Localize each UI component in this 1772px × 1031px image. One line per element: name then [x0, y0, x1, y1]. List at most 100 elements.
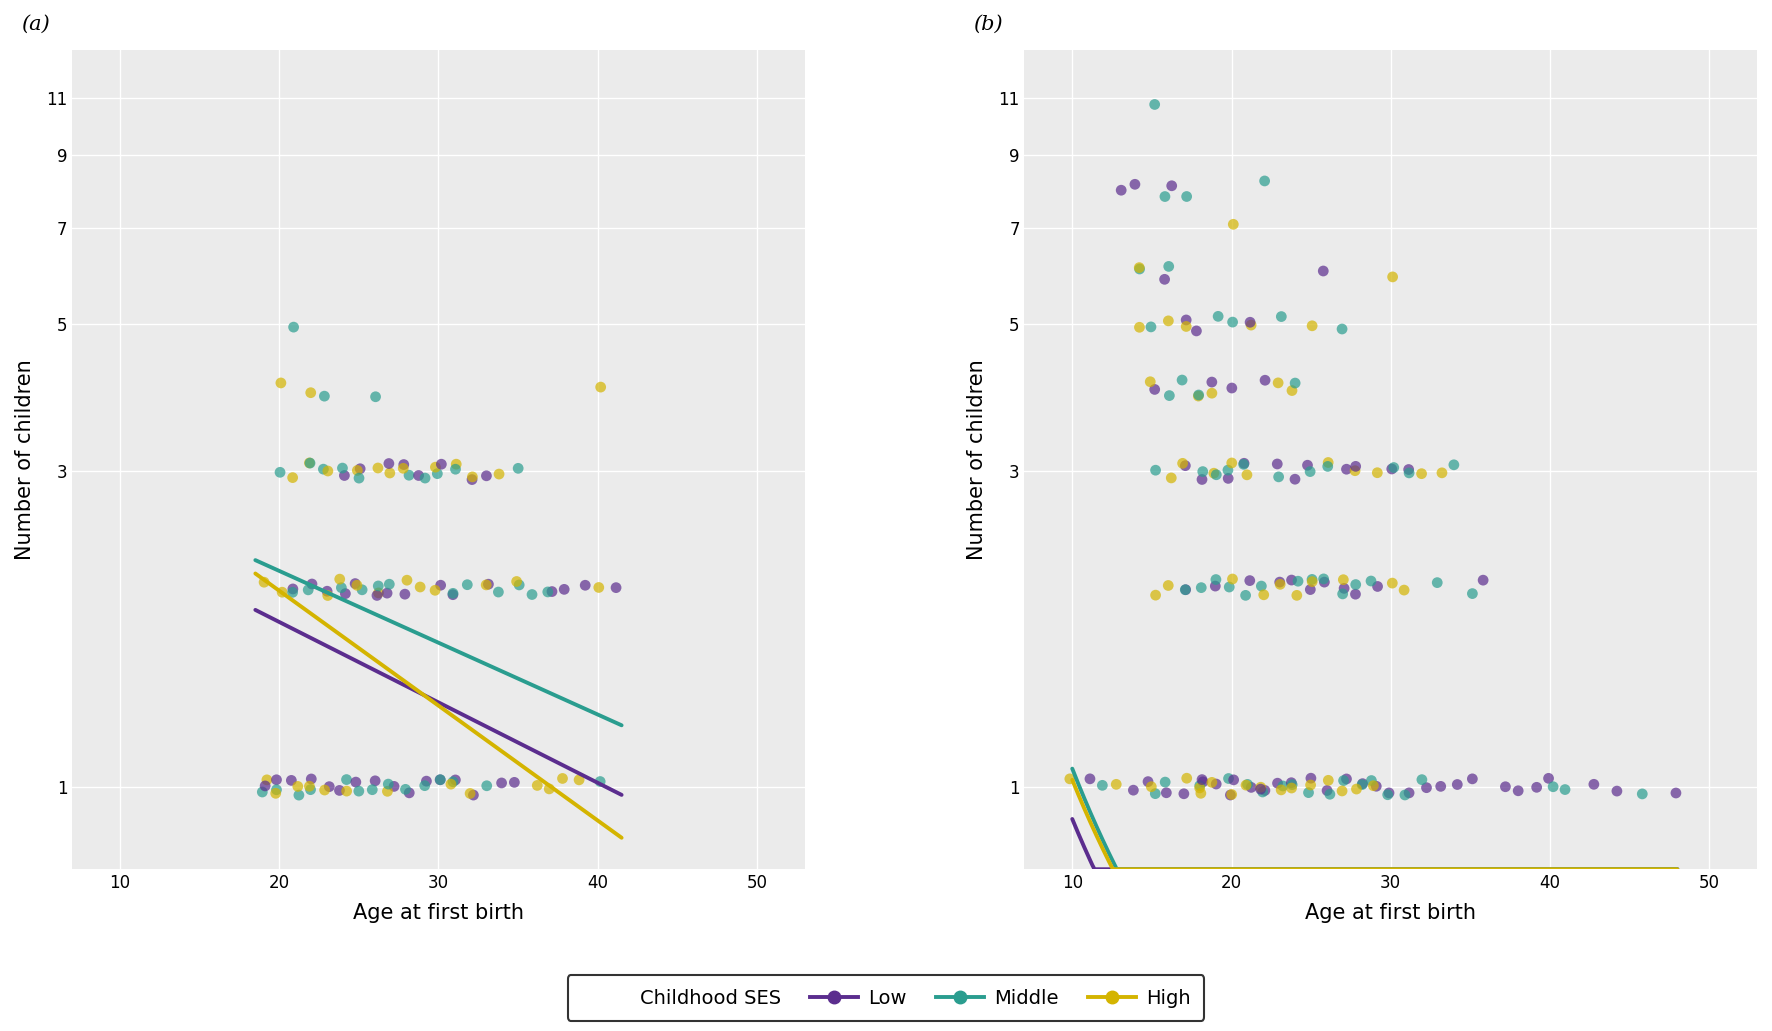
Point	[262, 781, 291, 798]
Point	[1249, 587, 1278, 603]
Point	[427, 456, 455, 472]
Point	[1184, 387, 1212, 403]
Point	[436, 776, 464, 793]
Point	[602, 579, 631, 596]
Point	[268, 374, 296, 391]
Point	[262, 771, 291, 788]
Point	[1187, 771, 1216, 788]
Point	[1150, 271, 1178, 288]
Point	[1219, 571, 1247, 588]
Point	[471, 576, 500, 593]
Point	[1138, 319, 1166, 335]
Point	[1141, 381, 1170, 398]
Point	[1359, 777, 1387, 794]
Point	[1412, 779, 1441, 796]
Point	[1125, 260, 1154, 276]
Point	[1076, 770, 1104, 787]
Point	[1294, 785, 1322, 801]
Point	[475, 576, 503, 593]
Point	[1380, 459, 1409, 475]
Point	[505, 576, 533, 593]
Point	[1171, 311, 1200, 328]
Point	[1217, 379, 1246, 396]
Point	[1313, 458, 1341, 474]
Point	[1150, 189, 1178, 205]
Point	[328, 579, 356, 596]
Point	[1265, 576, 1294, 593]
Point	[331, 586, 360, 602]
Point	[1198, 374, 1226, 391]
Point	[1233, 467, 1262, 484]
Point	[1265, 469, 1294, 486]
Point	[1278, 383, 1306, 399]
Point	[310, 461, 338, 477]
Point	[1395, 465, 1423, 481]
Point	[248, 784, 276, 800]
Point	[250, 574, 278, 591]
Point	[1357, 573, 1386, 590]
Point	[1379, 575, 1407, 592]
Point	[1550, 781, 1579, 798]
Point	[1327, 783, 1356, 799]
Y-axis label: Number of children: Number of children	[968, 359, 987, 560]
Point	[517, 587, 546, 603]
Point	[1295, 581, 1324, 598]
Point	[1154, 312, 1182, 329]
Point	[539, 584, 567, 600]
Point	[548, 770, 576, 787]
Point	[473, 467, 501, 484]
Point	[363, 460, 392, 476]
Point	[1201, 775, 1230, 792]
Point	[1331, 580, 1359, 597]
Point	[376, 576, 404, 593]
Point	[347, 581, 376, 598]
Point	[503, 460, 532, 476]
Point	[439, 587, 468, 603]
Point	[411, 777, 439, 794]
Point	[1310, 570, 1338, 587]
Point	[298, 575, 326, 592]
Point	[1315, 772, 1343, 789]
Point	[439, 773, 468, 790]
Point	[1152, 774, 1180, 791]
Point	[298, 771, 326, 788]
Point	[296, 455, 324, 471]
Point	[268, 584, 296, 600]
Point	[1203, 308, 1232, 325]
Point	[439, 586, 468, 602]
Point	[1189, 773, 1217, 790]
Point	[1263, 374, 1292, 391]
Point	[1185, 777, 1214, 794]
Point	[1217, 787, 1246, 803]
Point	[1235, 572, 1263, 589]
Y-axis label: Number of children: Number of children	[14, 359, 35, 560]
Point	[296, 455, 324, 471]
Point	[1343, 780, 1372, 797]
Point	[1152, 785, 1180, 801]
Point	[1251, 783, 1279, 799]
Point	[1170, 786, 1198, 802]
Point	[1171, 581, 1200, 598]
Point	[587, 773, 615, 790]
Point	[1189, 463, 1217, 479]
Point	[1442, 776, 1471, 793]
Point	[390, 457, 418, 473]
Point	[1233, 776, 1262, 793]
Point	[1329, 586, 1357, 602]
Point	[422, 459, 450, 475]
Point	[278, 584, 307, 600]
X-axis label: Age at first birth: Age at first birth	[1306, 903, 1476, 923]
Point	[280, 319, 308, 335]
Point	[393, 572, 422, 589]
Point	[392, 781, 420, 798]
Point	[1363, 465, 1391, 481]
Point	[1157, 177, 1185, 194]
Point	[503, 573, 532, 590]
Text: (b): (b)	[973, 14, 1003, 33]
Point	[1341, 458, 1370, 474]
Point	[484, 584, 512, 600]
Point	[344, 783, 372, 799]
Point	[1389, 581, 1418, 598]
Point	[1214, 770, 1242, 787]
Point	[1171, 319, 1200, 335]
